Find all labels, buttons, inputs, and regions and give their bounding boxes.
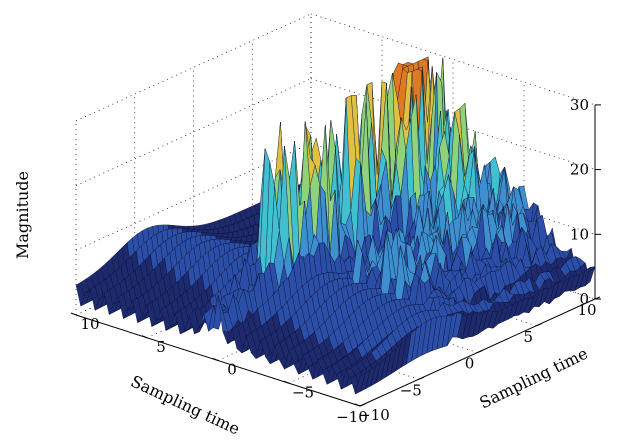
y-tick-mark	[354, 403, 361, 407]
x-tick-mark	[594, 296, 601, 300]
y-axis-label: Sampling time	[476, 344, 590, 413]
grid-line	[75, 13, 312, 122]
grid-line	[75, 78, 312, 186]
x-axis-label: Sampling time	[128, 371, 243, 438]
surface-plot	[75, 56, 596, 395]
grid-line	[75, 142, 312, 251]
y-tick-mark	[141, 335, 148, 339]
x-tick-label: 5	[523, 328, 533, 346]
x-tick-mark	[359, 403, 366, 407]
y-tick-label: −5	[292, 383, 314, 401]
y-tick-label: −10	[358, 406, 390, 424]
x-tick-label: 10	[577, 301, 596, 319]
x-tick-label: 0	[465, 355, 475, 373]
x-tick-label: −10	[336, 408, 368, 426]
z-tick-label: 10	[570, 225, 589, 243]
grid-line	[310, 13, 596, 106]
y-tick-label: 0	[227, 361, 237, 379]
x-tick-mark	[418, 376, 424, 380]
x-tick-label: −5	[400, 381, 422, 399]
z-tick-label: 20	[570, 161, 589, 179]
y-tick-mark	[283, 380, 290, 384]
x-tick-mark	[536, 323, 542, 327]
z-tick-label: 0	[579, 290, 589, 308]
y-tick-label: 5	[156, 338, 166, 356]
x-tick-mark	[477, 350, 483, 353]
z-tick-label: 30	[570, 96, 589, 114]
y-tick-label: 10	[80, 315, 99, 333]
y-tick-mark	[70, 312, 77, 316]
y-tick-mark	[212, 358, 219, 361]
z-axis-label: Magnitude	[13, 171, 32, 259]
surface-patch	[355, 372, 366, 395]
